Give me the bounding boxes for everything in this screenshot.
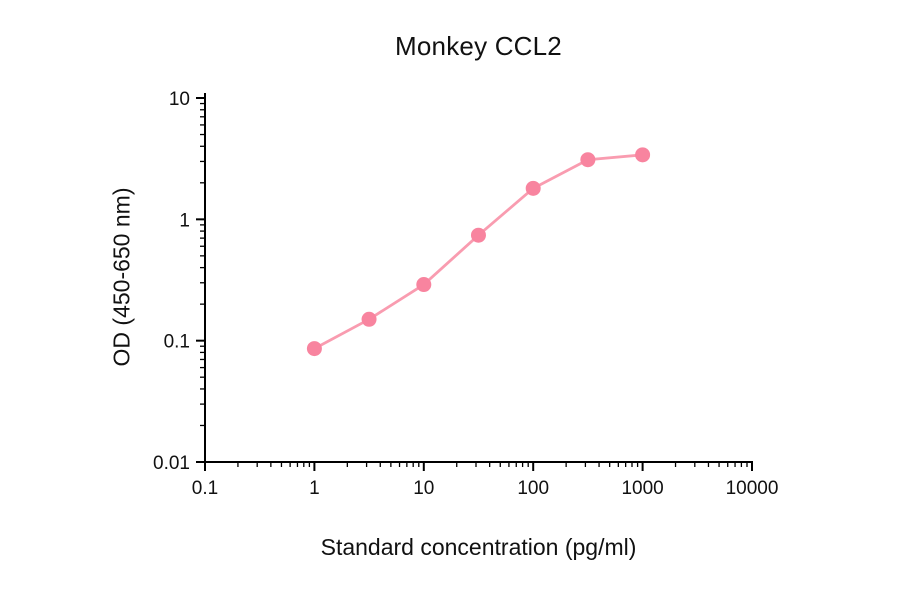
data-point-marker [635, 147, 651, 163]
data-point-marker [416, 277, 432, 293]
data-point-marker [361, 311, 377, 327]
chart-title: Monkey CCL2 [395, 31, 562, 61]
x-tick-label: 10 [413, 478, 434, 499]
data-point-marker [580, 152, 596, 168]
x-tick-label: 100 [517, 478, 549, 499]
data-point-marker [306, 341, 322, 357]
x-tick-label: 10000 [726, 478, 779, 499]
data-point-marker [525, 180, 541, 196]
x-tick-label: 1000 [621, 478, 663, 499]
data-point-marker [470, 227, 486, 243]
x-tick-label: 0.1 [192, 478, 218, 499]
y-axis-label: OD (450-650 nm) [108, 187, 135, 367]
y-tick-label: 1 [179, 210, 190, 231]
x-tick-label: 1 [309, 478, 320, 499]
y-tick-label: 0.01 [153, 453, 190, 474]
x-axis-label: Standard concentration (pg/ml) [320, 534, 637, 560]
y-tick-label: 10 [169, 89, 190, 110]
y-tick-label: 0.1 [164, 332, 190, 353]
